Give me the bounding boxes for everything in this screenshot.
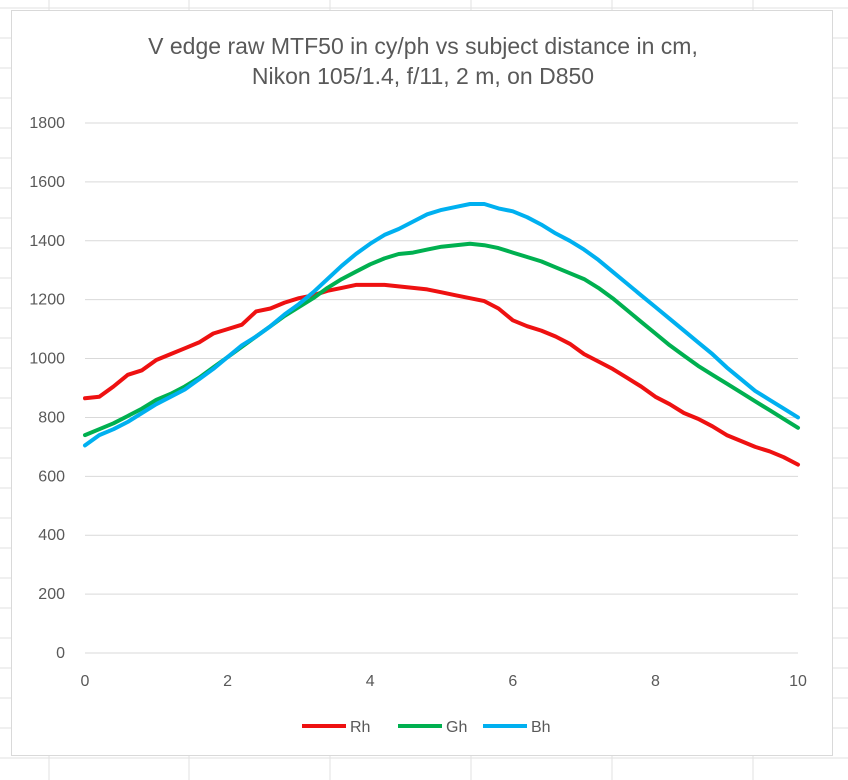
y-axis-tick-labels: 0 200 400 600 800 1000 1200 1400 1600 1800 — [29, 115, 65, 662]
y-tick-label: 1000 — [29, 351, 65, 368]
x-tick-label: 10 — [789, 673, 807, 690]
x-tick-label: 6 — [508, 673, 517, 690]
chart-title-line-2: Nikon 105/1.4, f/11, 2 m, on D850 — [252, 63, 594, 89]
y-tick-label: 200 — [38, 586, 65, 603]
x-tick-label: 4 — [366, 673, 375, 690]
legend-label-rh: Rh — [350, 719, 370, 736]
x-tick-label: 0 — [81, 673, 90, 690]
legend-label-bh: Bh — [531, 719, 551, 736]
x-tick-label: 8 — [651, 673, 660, 690]
x-tick-label: 2 — [223, 673, 232, 690]
y-tick-label: 1800 — [29, 115, 65, 132]
x-axis-tick-labels: 0 2 4 6 8 10 — [81, 673, 807, 690]
y-tick-label: 600 — [38, 468, 65, 485]
chart-area[interactable]: V edge raw MTF50 in cy/ph vs subject dis… — [11, 10, 833, 756]
chart-title-line-1: V edge raw MTF50 in cy/ph vs subject dis… — [148, 33, 698, 59]
plot-series — [83, 202, 800, 467]
series-line-gh — [83, 241, 800, 438]
y-tick-label: 400 — [38, 527, 65, 544]
y-tick-label: 1400 — [29, 233, 65, 250]
legend-label-gh: Gh — [446, 719, 467, 736]
horizontal-gridlines — [85, 122, 798, 654]
y-tick-label: 1600 — [29, 174, 65, 191]
legend[interactable]: Rh Gh Bh — [302, 719, 551, 736]
y-tick-label: 0 — [56, 645, 65, 662]
series-line-rh — [83, 282, 800, 467]
y-tick-label: 1200 — [29, 292, 65, 309]
y-tick-label: 800 — [38, 409, 65, 426]
line-chart: V edge raw MTF50 in cy/ph vs subject dis… — [29, 33, 807, 736]
series-line-bh — [83, 202, 800, 448]
